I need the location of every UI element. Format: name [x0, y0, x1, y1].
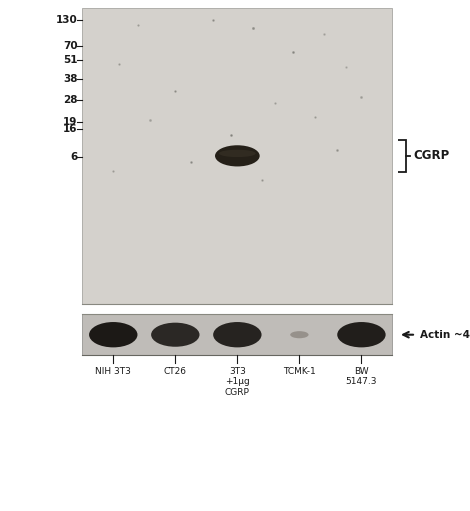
Text: NIH 3T3: NIH 3T3: [95, 367, 131, 376]
Ellipse shape: [213, 322, 261, 347]
Text: Actin ~42 kDa: Actin ~42 kDa: [420, 330, 470, 340]
Text: 38: 38: [63, 74, 78, 84]
Text: 3T3
+1μg
CGRP: 3T3 +1μg CGRP: [225, 367, 250, 397]
Text: 70: 70: [63, 41, 78, 51]
Text: CT26: CT26: [164, 367, 187, 376]
Ellipse shape: [89, 322, 137, 347]
Ellipse shape: [215, 145, 260, 167]
Text: TCMK-1: TCMK-1: [283, 367, 316, 376]
Bar: [82, 8, 392, 304]
Bar: [82, 314, 392, 355]
Text: CGRP: CGRP: [413, 149, 449, 162]
Ellipse shape: [337, 322, 385, 347]
Text: 28: 28: [63, 95, 78, 105]
Text: 16: 16: [63, 124, 78, 134]
Text: BW
5147.3: BW 5147.3: [345, 367, 377, 386]
Text: 51: 51: [63, 55, 78, 64]
Text: 130: 130: [56, 14, 78, 25]
Ellipse shape: [219, 150, 256, 157]
Text: 19: 19: [63, 117, 78, 127]
Text: 6: 6: [70, 152, 78, 162]
Ellipse shape: [151, 322, 199, 347]
Ellipse shape: [290, 331, 309, 338]
